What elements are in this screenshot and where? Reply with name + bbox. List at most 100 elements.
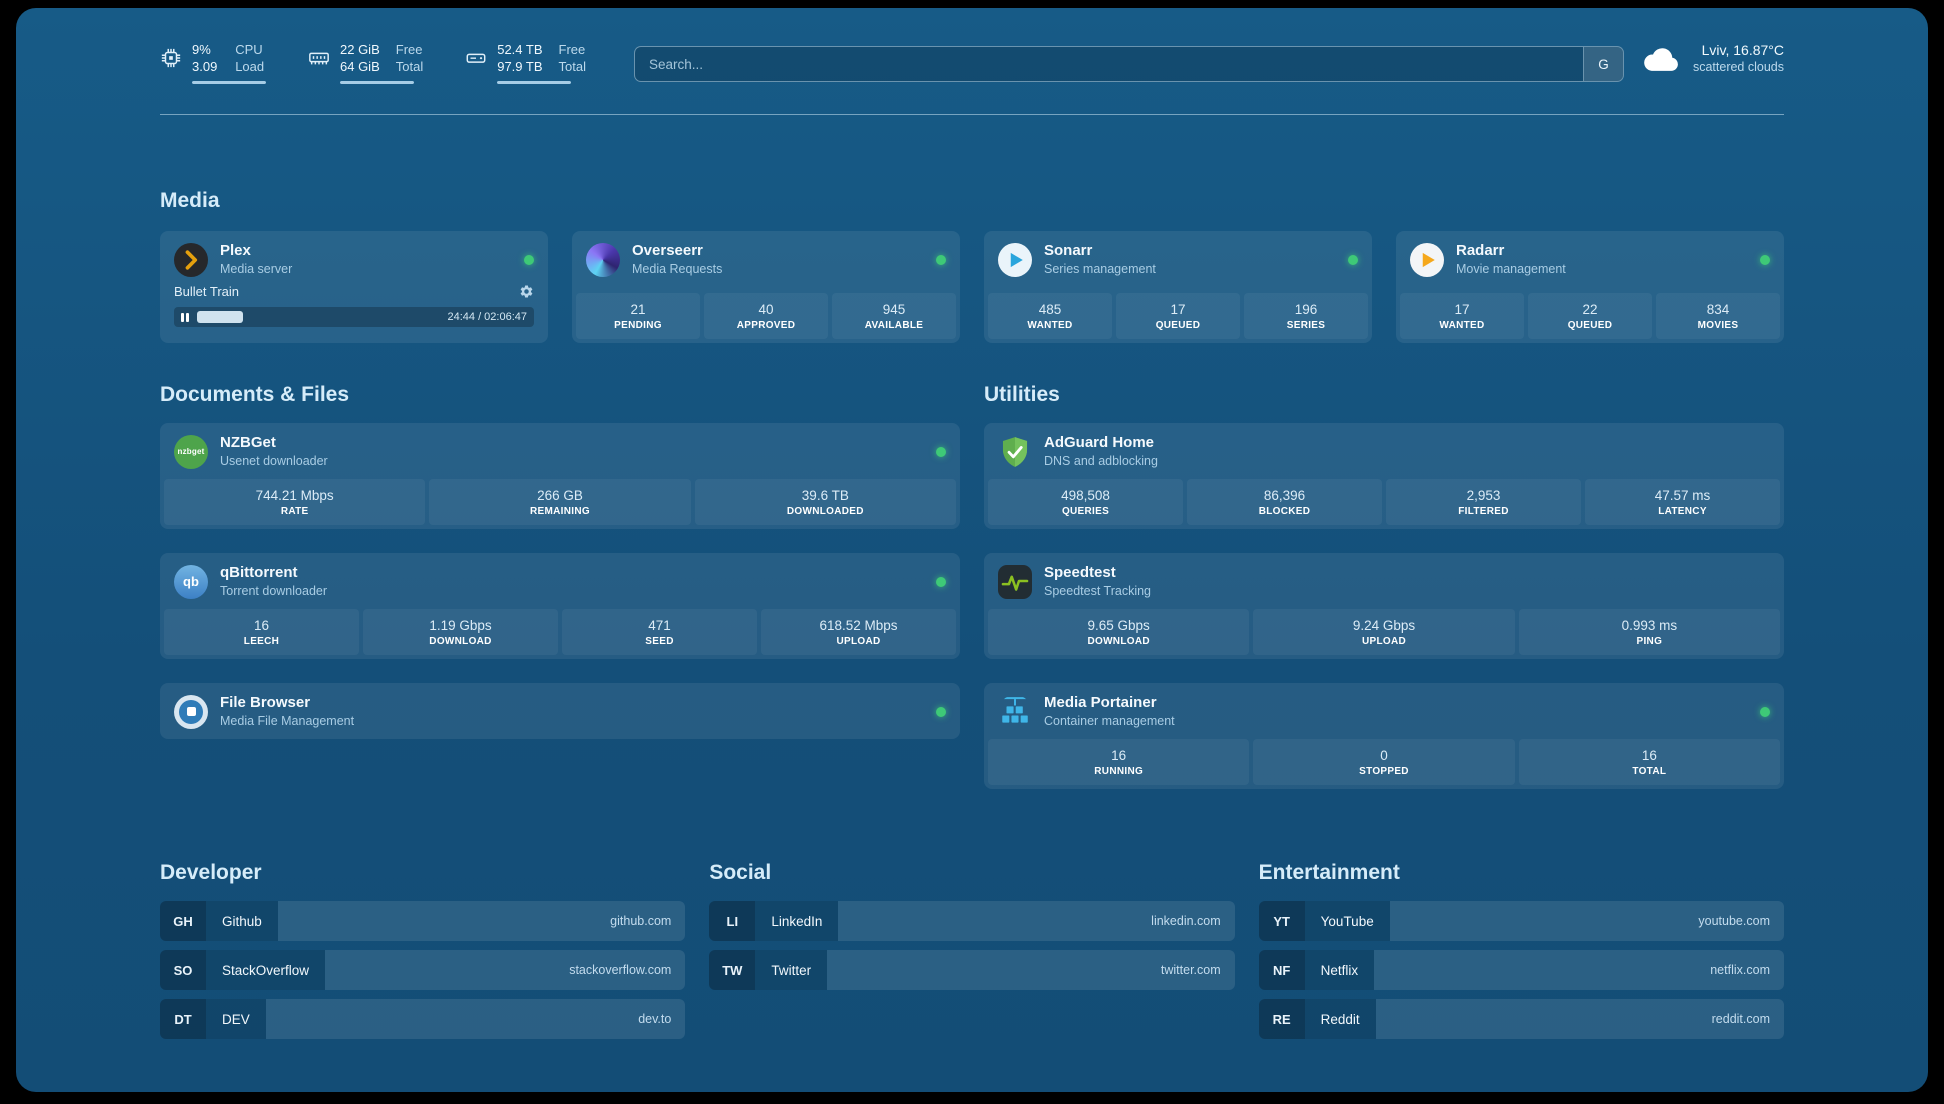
weather-location: Lviv, 16.87°C — [1701, 42, 1784, 58]
qbittorrent-link[interactable]: qb qBittorrent Torrent downloader — [160, 553, 960, 608]
two-column-area: Documents & Files nzbget NZBGet Usenet d… — [160, 383, 1784, 789]
bookmark-group-title: Developer — [160, 861, 262, 884]
bookmark-twitter[interactable]: TW Twitter twitter.com — [709, 950, 1235, 990]
service-description: Media Requests — [632, 262, 723, 276]
stat-seed: 471 SEED — [562, 609, 757, 655]
bookmark-url: stackoverflow.com — [325, 950, 686, 990]
search-input[interactable] — [634, 47, 1583, 81]
bookmark-youtube[interactable]: YT YouTube youtube.com — [1258, 901, 1784, 941]
filebrowser-link[interactable]: File Browser Media File Management — [160, 683, 960, 738]
status-dot — [1760, 254, 1770, 265]
bookmarks-area: Developer GH Github github.com SO StackO… — [160, 861, 1784, 1092]
cpu-icon — [160, 47, 182, 69]
playback-time: 24:44 / 02:06:47 — [447, 311, 527, 323]
disk-free-value: 52.4 TB — [497, 42, 543, 57]
service-card-overseerr: Overseerr Media Requests 21 PENDING 40 A… — [572, 231, 960, 343]
stat-remaining: 266 GB REMAINING — [429, 479, 691, 525]
portainer-link[interactable]: Media Portainer Container management — [984, 683, 1784, 738]
service-stats: 9.65 Gbps DOWNLOAD 9.24 Gbps UPLOAD 0.99… — [984, 609, 1784, 659]
service-card-portainer: Media Portainer Container management 16 … — [984, 683, 1784, 789]
disk-free-label: Free — [558, 42, 586, 57]
overseerr-link[interactable]: Overseerr Media Requests — [572, 231, 960, 286]
bookmark-stackoverflow[interactable]: SO StackOverflow stackoverflow.com — [160, 950, 686, 990]
bookmark-abbr: SO — [160, 950, 206, 990]
status-dot — [936, 446, 946, 457]
service-name: Media Portainer — [1044, 694, 1157, 711]
stat-blocked: 86,396 BLOCKED — [1187, 479, 1382, 525]
stat-running: 16 RUNNING — [988, 739, 1250, 785]
memory-widget: 22 GiB Free 64 GiB Total — [308, 42, 423, 84]
section-title-media: Media — [160, 189, 220, 212]
bookmark-group-entertainment: Entertainment YT YouTube youtube.com NF … — [1258, 861, 1784, 1048]
radarr-icon — [1410, 242, 1444, 277]
bookmark-reddit[interactable]: RE Reddit reddit.com — [1258, 999, 1784, 1039]
stat-pending: 21 PENDING — [576, 293, 700, 339]
disk-usage-bar — [497, 80, 572, 84]
bookmark-name: Netflix — [1304, 950, 1375, 990]
status-dot — [1760, 706, 1770, 717]
pause-icon[interactable] — [181, 312, 189, 322]
radarr-link[interactable]: Radarr Movie management — [1396, 231, 1784, 286]
service-stats: 498,508 QUERIES 86,396 BLOCKED 2,953 FIL… — [984, 479, 1784, 529]
bookmark-url: github.com — [277, 901, 686, 941]
search-bar: G — [633, 46, 1624, 82]
stat-download: 1.19 Gbps DOWNLOAD — [363, 609, 558, 655]
bookmark-github[interactable]: GH Github github.com — [160, 901, 686, 941]
service-description: DNS and adblocking — [1044, 454, 1158, 468]
plex-link[interactable]: Plex Media server — [160, 231, 548, 286]
nzbget-icon: nzbget — [174, 434, 208, 469]
search-provider-button[interactable]: G — [1582, 47, 1623, 81]
bookmark-group-title: Entertainment — [1258, 861, 1400, 884]
service-name: Speedtest — [1044, 564, 1116, 581]
status-dot — [936, 254, 946, 265]
bookmark-url: youtube.com — [1389, 901, 1784, 941]
stat-upload: 9.24 Gbps UPLOAD — [1253, 609, 1515, 655]
overseerr-icon — [586, 242, 620, 277]
service-stats: 16 RUNNING 0 STOPPED 16 TOTAL — [984, 739, 1784, 789]
adguard-link[interactable]: AdGuard Home DNS and adblocking — [984, 423, 1784, 478]
bookmark-name: DEV — [206, 999, 266, 1039]
service-description: Speedtest Tracking — [1044, 584, 1152, 598]
stat-wanted: 485 WANTED — [988, 293, 1112, 339]
bookmark-group-developer: Developer GH Github github.com SO StackO… — [160, 861, 686, 1048]
stat-total: 16 TOTAL — [1518, 739, 1780, 785]
bookmark-abbr: LI — [709, 901, 756, 941]
service-card-filebrowser: File Browser Media File Management — [160, 683, 960, 739]
status-dot — [1348, 254, 1358, 265]
speedtest-icon — [998, 564, 1032, 599]
nzbget-link[interactable]: nzbget NZBGet Usenet downloader — [160, 423, 960, 478]
service-description: Container management — [1044, 714, 1175, 728]
plex-icon — [174, 242, 208, 277]
bookmark-abbr: YT — [1258, 901, 1305, 941]
bookmark-dev[interactable]: DT DEV dev.to — [160, 999, 686, 1039]
service-name: Overseerr — [632, 242, 703, 259]
now-playing-title: Bullet Train — [174, 284, 240, 299]
sonarr-icon — [998, 242, 1032, 277]
disk-widget: 52.4 TB Free 97.9 TB Total — [465, 42, 586, 84]
cpu-usage-bar — [192, 80, 266, 84]
adguard-icon — [998, 435, 1032, 469]
bookmark-group-social: Social LI LinkedIn linkedin.com TW Twitt… — [709, 861, 1235, 1048]
memory-icon — [308, 47, 330, 69]
bookmark-group-title: Social — [709, 861, 772, 884]
disk-total-label: Total — [558, 59, 586, 75]
bookmark-abbr: GH — [160, 901, 206, 941]
bookmark-linkedin[interactable]: LI LinkedIn linkedin.com — [709, 901, 1235, 941]
bookmark-name: StackOverflow — [206, 950, 326, 990]
qbittorrent-icon: qb — [174, 564, 208, 599]
dashboard-page: 9% CPU 3.09 Load 22 GiB Free 64 Gi — [16, 8, 1928, 1092]
sonarr-link[interactable]: Sonarr Series management — [984, 231, 1372, 286]
speedtest-link[interactable]: Speedtest Speedtest Tracking — [984, 553, 1784, 608]
playback-progress-bar[interactable] — [197, 311, 439, 323]
service-card-nzbget: nzbget NZBGet Usenet downloader 744.21 M… — [160, 423, 960, 529]
topbar-divider — [160, 114, 1784, 115]
memory-free-label: Free — [395, 42, 423, 57]
documents-column: Documents & Files nzbget NZBGet Usenet d… — [160, 383, 960, 789]
settings-gear-icon[interactable] — [519, 284, 534, 299]
service-description: Media File Management — [220, 714, 355, 728]
bookmark-name: LinkedIn — [755, 901, 839, 941]
bookmark-netflix[interactable]: NF Netflix netflix.com — [1258, 950, 1784, 990]
stat-stopped: 0 STOPPED — [1253, 739, 1515, 785]
service-stats: 17 WANTED 22 QUEUED 834 MOVIES — [1396, 293, 1784, 343]
bookmark-url: dev.to — [265, 999, 686, 1039]
